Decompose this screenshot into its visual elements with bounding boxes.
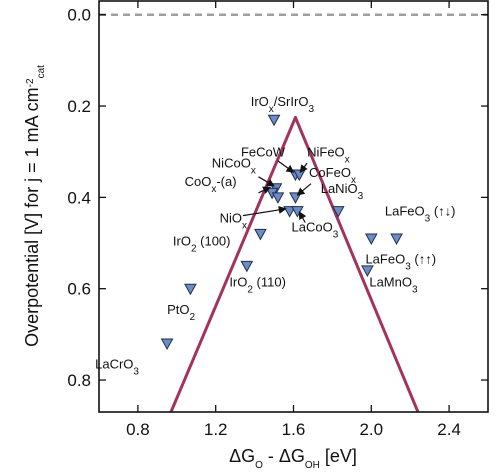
x-tick-label: 1.2 [204,420,228,439]
volcano-right-branch [293,115,420,412]
y-tick-label: 0.8 [67,371,91,390]
point-label-nifeox: NiFeOx [307,144,350,165]
data-point [364,233,378,246]
data-point [390,233,403,246]
annotation-arrow [242,205,287,217]
data-point [160,338,174,351]
x-tick-label: 2.0 [359,420,383,439]
annotation-arrow [258,186,272,194]
data-point [184,283,197,296]
annotation-arrow [258,176,275,187]
point-label-lamno3: LaMnO3 [369,274,418,295]
y-tick-label: 0.0 [67,6,91,25]
data-point [361,265,374,277]
annotation-arrow [277,160,295,173]
data-point [254,228,267,241]
x-axis-title: ΔGO - ΔGOH [eV] [229,446,357,471]
data-point [289,192,302,204]
x-tick-label: 2.4 [437,420,461,439]
y-tick-label: 0.4 [67,188,91,207]
point-label-lacoo3: LaCoO3 [292,220,339,241]
annotation-arrow [298,211,307,223]
point-label-lafeo3_ud: LaFeO3 (↑↓) [385,204,456,225]
volcano-left-branch [169,115,297,412]
point-label-fecow: FeCoW [241,144,286,159]
x-tick-label: 0.8 [126,420,150,439]
point-label-irox: IrOx/SrIrO3 [251,94,315,115]
annotation-arrow [296,183,312,196]
point-label-cofeox: CoFeOx [309,165,356,186]
data-point [240,260,254,273]
point-label-pto2: PtO2 [167,302,195,323]
point-label-lacro3: LaCrO3 [95,357,139,378]
point-label-lafeo3_uu: LaFeO3 (↑↑) [365,252,436,273]
data-point [283,206,296,218]
point-label-nicoox: NiCoOx [212,156,256,177]
y-axis-title: Overpotential [V] for j = 1 mA cm-2cat [22,65,47,347]
point-label-niox: NiOx [220,210,247,231]
x-tick-label: 1.6 [282,420,306,439]
data-point [267,114,281,127]
annotation-arrow [299,162,308,174]
data-point [331,206,345,218]
point-label-lanio3: LaNiO3 [321,181,364,202]
point-label-iro2_100: IrO2 (100) [173,233,231,254]
y-tick-label: 0.6 [67,280,91,299]
point-label-coox: CoOx-(a) [185,174,237,195]
data-point [271,192,285,204]
y-tick-label: 0.2 [67,97,91,116]
point-label-iro2_110: IrO2 (110) [229,274,286,295]
